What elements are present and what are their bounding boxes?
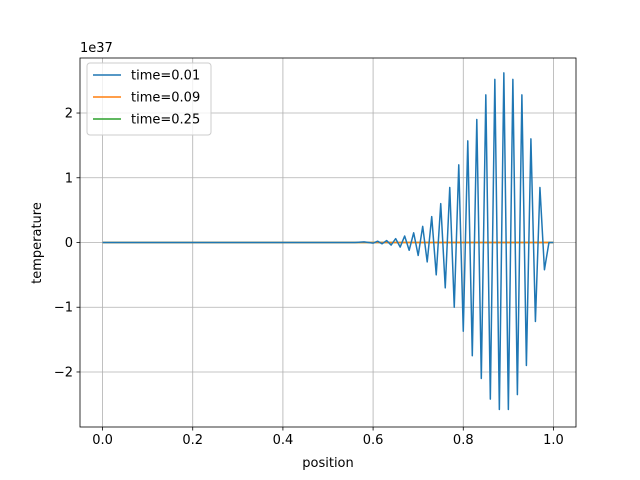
y-tick-label: −2 <box>54 365 73 380</box>
y-offset-label: 1e37 <box>80 41 113 56</box>
y-tick-label: 0 <box>65 236 73 251</box>
legend-label: time=0.25 <box>131 113 200 128</box>
x-axis-label: position <box>302 456 354 471</box>
series-line <box>102 72 554 411</box>
plot-frame <box>79 57 577 428</box>
legend-label: time=0.09 <box>131 91 200 106</box>
legend: time=0.01 time=0.09 time=0.25 <box>86 62 212 136</box>
x-tick-label: 0.8 <box>453 433 474 448</box>
legend-label: time=0.01 <box>131 69 200 84</box>
legend-box <box>86 62 212 136</box>
x-tick-label: 0.2 <box>182 433 203 448</box>
y-tick-label: −1 <box>54 301 73 316</box>
axis-ticks: 0.0 0.2 0.4 0.6 0.8 1.0 −2 −1 0 1 2 <box>54 107 564 448</box>
plot-lines <box>102 72 554 411</box>
y-axis-label: temperature <box>30 202 45 284</box>
y-tick-label: 1 <box>65 171 73 186</box>
x-tick-label: 0.4 <box>273 433 294 448</box>
x-tick-label: 0.0 <box>92 433 113 448</box>
y-tick-label: 2 <box>65 107 73 122</box>
x-tick-label: 1.0 <box>543 433 564 448</box>
x-tick-label: 0.6 <box>363 433 384 448</box>
